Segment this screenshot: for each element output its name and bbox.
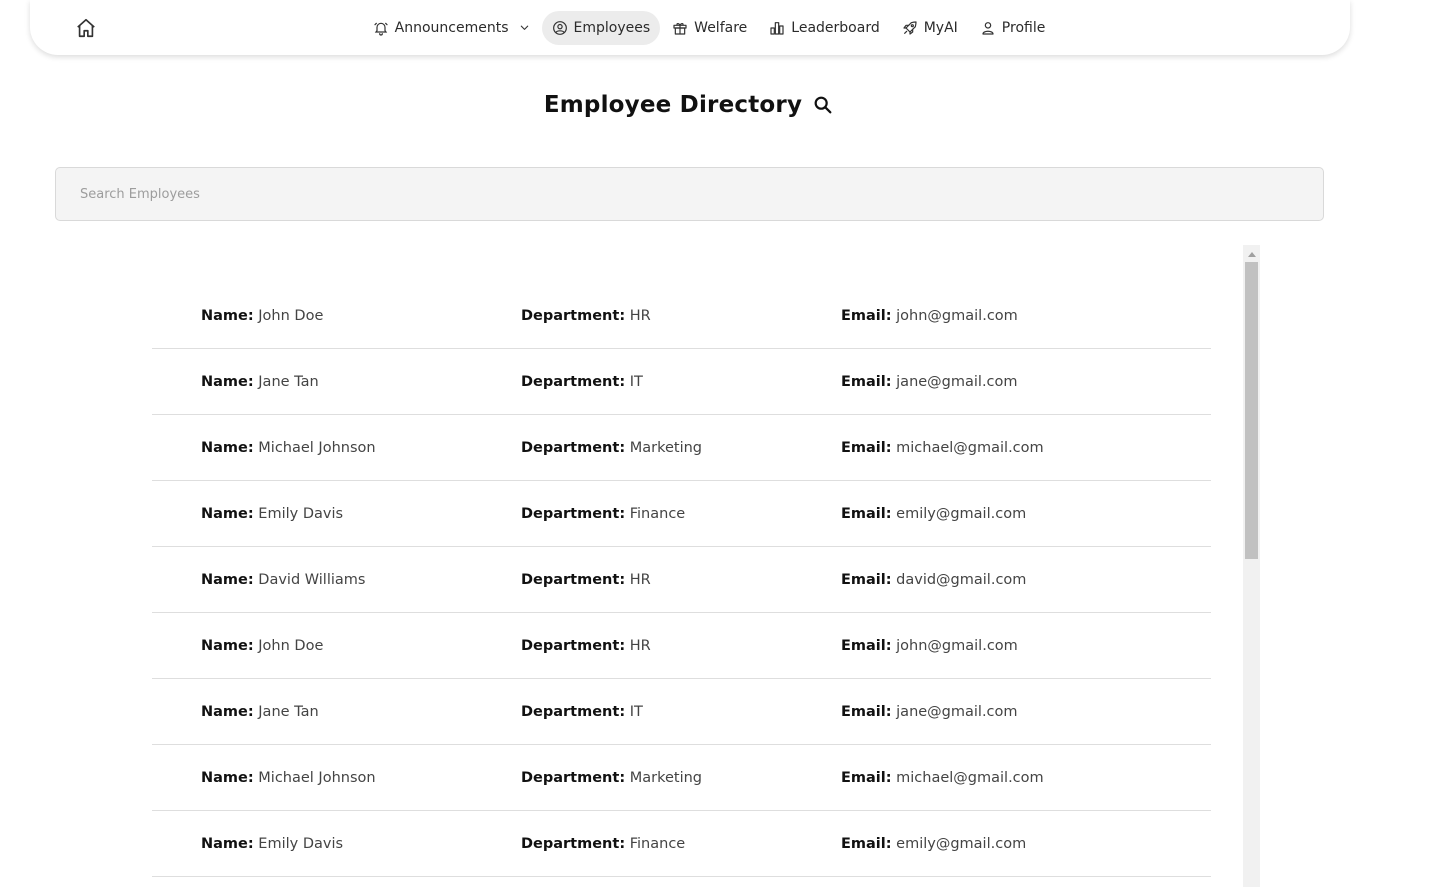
nav-item-announcements[interactable]: Announcements: [363, 11, 540, 45]
gift-icon: [673, 22, 687, 35]
department-label: Department:: [521, 571, 626, 588]
employee-name: Michael Johnson: [258, 439, 376, 456]
nav-menu: Announcements Employees: [30, 0, 1350, 55]
employee-email: david@gmail.com: [896, 571, 1027, 588]
user-circle-icon: [552, 20, 567, 35]
department-label: Department:: [521, 637, 626, 654]
table-row: Name: Michael Johnson Department: Market…: [152, 745, 1211, 811]
table-row: Name: Michael Johnson Department: Market…: [152, 415, 1211, 481]
department-label: Department:: [521, 835, 626, 852]
employee-name: Jane Tan: [258, 373, 319, 390]
scrollbar-thumb[interactable]: [1245, 262, 1258, 559]
email-label: Email:: [841, 769, 892, 786]
nav-item-employees[interactable]: Employees: [541, 10, 661, 45]
email-label: Email:: [841, 571, 892, 588]
nav-item-profile[interactable]: Profile: [970, 11, 1056, 45]
top-navbar: Announcements Employees: [30, 0, 1350, 55]
table-row: Name: John Doe Department: HR Email: joh…: [152, 283, 1211, 349]
name-label: Name:: [201, 505, 254, 522]
home-button[interactable]: [74, 16, 98, 40]
nav-item-leaderboard[interactable]: Leaderboard: [759, 11, 889, 45]
nav-item-label: Profile: [1001, 19, 1046, 36]
employee-email: michael@gmail.com: [896, 769, 1044, 786]
employee-email: emily@gmail.com: [896, 835, 1027, 852]
employee-department: HR: [629, 637, 651, 654]
table-row: Name: Emily Davis Department: Finance Em…: [152, 811, 1211, 877]
email-label: Email:: [841, 835, 892, 852]
nav-item-label: Leaderboard: [791, 19, 880, 36]
employee-department: Finance: [629, 505, 686, 522]
email-label: Email:: [841, 703, 892, 720]
name-label: Name:: [201, 835, 254, 852]
email-label: Email:: [841, 307, 892, 324]
bar-chart-icon: [770, 21, 784, 35]
email-label: Email:: [841, 439, 892, 456]
employee-name: John Doe: [258, 307, 324, 324]
name-label: Name:: [201, 307, 254, 324]
employee-name: Emily Davis: [258, 505, 344, 522]
email-label: Email:: [841, 373, 892, 390]
nav-item-label: Welfare: [694, 19, 748, 36]
home-icon: [77, 18, 95, 38]
employee-email: john@gmail.com: [896, 307, 1018, 324]
table-row: Name: John Doe Department: HR Email: joh…: [152, 613, 1211, 679]
bell-icon: [374, 22, 388, 36]
nav-item-welfare[interactable]: Welfare: [662, 11, 757, 45]
employee-email: jane@gmail.com: [896, 703, 1018, 720]
department-label: Department:: [521, 769, 626, 786]
employee-department: IT: [629, 703, 643, 720]
employee-department: Marketing: [629, 439, 703, 456]
employee-email: john@gmail.com: [896, 637, 1018, 654]
name-label: Name:: [201, 439, 254, 456]
employee-name: Jane Tan: [258, 703, 319, 720]
employee-email: emily@gmail.com: [896, 505, 1027, 522]
employee-department: Finance: [629, 835, 686, 852]
name-label: Name:: [201, 571, 254, 588]
table-row: Name: Emily Davis Department: Finance Em…: [152, 481, 1211, 547]
department-label: Department:: [521, 703, 626, 720]
department-label: Department:: [521, 505, 626, 522]
employee-department: HR: [629, 307, 651, 324]
employee-name: Emily Davis: [258, 835, 344, 852]
name-label: Name:: [201, 637, 254, 654]
nav-item-label: Announcements: [394, 19, 509, 36]
scroll-up-button[interactable]: [1243, 245, 1260, 262]
employee-department: Marketing: [629, 769, 703, 786]
search-icon: [814, 96, 832, 114]
name-label: Name:: [201, 769, 254, 786]
table-row: Name: David Williams Department: HR Emai…: [152, 547, 1211, 613]
employee-department: HR: [629, 571, 651, 588]
rocket-icon: [903, 20, 917, 35]
search-input[interactable]: [55, 167, 1324, 221]
employee-name: Michael Johnson: [258, 769, 376, 786]
nav-item-label: Employees: [573, 19, 651, 36]
employee-name: John Doe: [258, 637, 324, 654]
email-label: Email:: [841, 637, 892, 654]
employee-department: IT: [629, 373, 643, 390]
department-label: Department:: [521, 439, 626, 456]
employee-email: michael@gmail.com: [896, 439, 1044, 456]
name-label: Name:: [201, 703, 254, 720]
person-icon: [982, 21, 994, 35]
employee-name: David Williams: [258, 571, 366, 588]
page-header: Employee Directory: [0, 92, 1378, 118]
page-title: Employee Directory: [543, 92, 803, 118]
arrow-up-icon: [1247, 251, 1256, 257]
department-label: Department:: [521, 307, 626, 324]
employee-list: Name: John Doe Department: HR Email: joh…: [152, 283, 1211, 887]
table-row: Name: Jane Tan Department: IT Email: jan…: [152, 679, 1211, 745]
chevron-down-icon: [520, 25, 528, 30]
nav-item-label: MyAI: [923, 19, 958, 36]
employee-email: jane@gmail.com: [896, 373, 1018, 390]
name-label: Name:: [201, 373, 254, 390]
nav-item-myai[interactable]: MyAI: [892, 11, 968, 45]
department-label: Department:: [521, 373, 626, 390]
table-row: Name: Jane Tan Department: IT Email: jan…: [152, 349, 1211, 415]
scrollbar[interactable]: [1243, 245, 1260, 887]
email-label: Email:: [841, 505, 892, 522]
